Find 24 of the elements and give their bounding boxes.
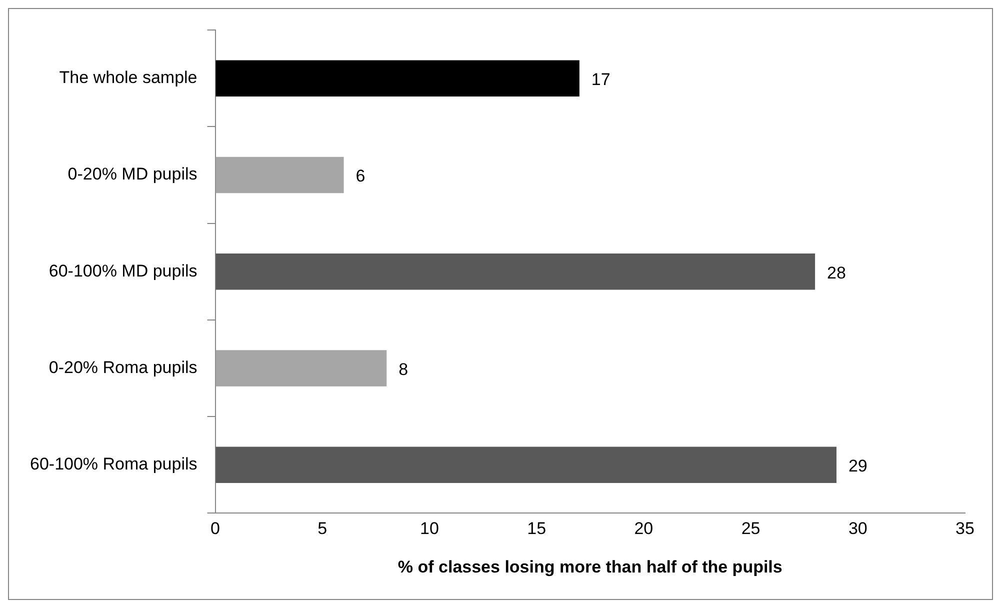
bar xyxy=(216,60,580,96)
data-label: 29 xyxy=(848,456,868,476)
y-tick-label: 0-20% Roma pupils xyxy=(48,358,198,377)
y-tick-label: 60-100% MD pupils xyxy=(48,261,198,280)
x-tick-label: 10 xyxy=(420,519,439,538)
x-tick-label: 15 xyxy=(527,519,546,538)
x-axis-title: % of classes losing more than half of the pupils xyxy=(398,557,782,576)
x-tick-label: 20 xyxy=(634,519,654,538)
y-tick-label: The whole sample xyxy=(59,68,198,88)
x-tick-label: 5 xyxy=(318,519,328,538)
x-tick-label: 0 xyxy=(210,519,220,538)
x-tick-label: 25 xyxy=(741,519,760,538)
data-label: 6 xyxy=(356,166,366,186)
bar xyxy=(216,253,816,290)
data-label: 17 xyxy=(591,70,610,90)
x-tick-label: 35 xyxy=(956,519,974,538)
bar xyxy=(216,350,387,386)
data-label: 8 xyxy=(398,360,408,379)
data-label: 28 xyxy=(827,263,846,282)
y-tick-label: 60-100% Roma pupils xyxy=(30,454,198,474)
bar xyxy=(216,156,344,194)
bar xyxy=(216,446,836,483)
x-tick-label: 30 xyxy=(848,519,868,538)
y-tick-label: 0-20% MD pupils xyxy=(68,164,198,184)
